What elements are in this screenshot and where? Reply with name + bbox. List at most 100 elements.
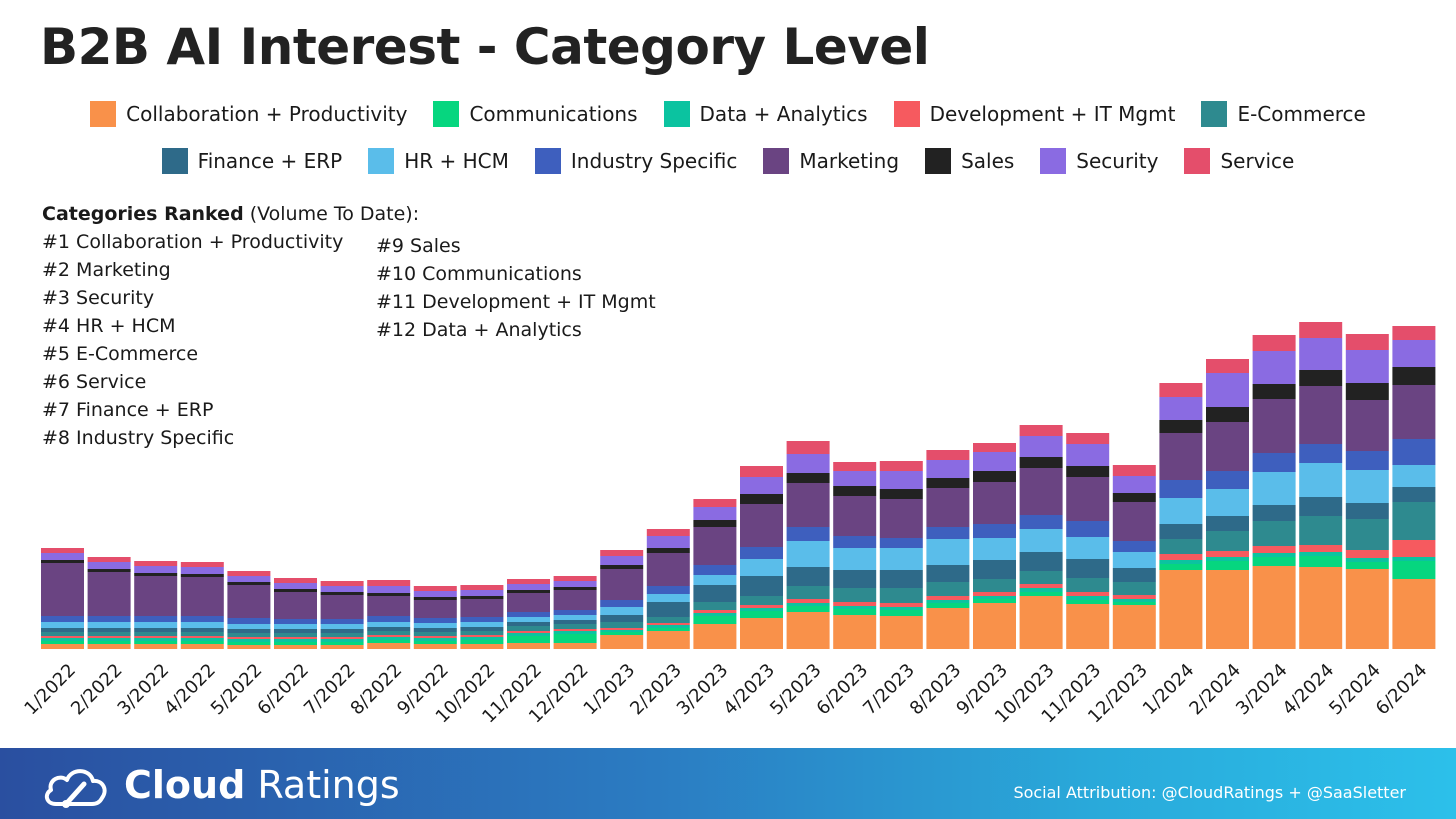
bar-segment — [600, 635, 644, 649]
bar-segment — [693, 613, 737, 616]
bar-segment — [833, 496, 877, 536]
bar-segment — [1299, 444, 1343, 463]
legend-item: Marketing — [763, 148, 899, 174]
bar-segment — [507, 631, 550, 633]
bar-segment — [926, 608, 970, 649]
bar-segment — [646, 617, 690, 623]
bar-segment — [1019, 436, 1063, 457]
bar-segment — [833, 588, 877, 602]
bar-segment — [1159, 560, 1203, 564]
bar-segment — [926, 582, 970, 596]
bar-segment — [879, 471, 923, 489]
bar-segment — [1206, 557, 1249, 561]
bar-segment — [693, 610, 737, 613]
bar-segment — [646, 631, 690, 649]
legend-label: Industry Specific — [570, 149, 738, 173]
legend-swatch — [1184, 148, 1211, 174]
bar-segment — [41, 548, 84, 553]
legend-label: Development + IT Mgmt — [929, 102, 1176, 126]
bar-segment — [646, 586, 690, 594]
bar-segment — [693, 527, 737, 565]
bar-segment — [1299, 338, 1343, 370]
bar-segment — [786, 541, 830, 567]
bar-segment — [1206, 359, 1249, 373]
bar-segment — [926, 450, 970, 460]
bar-segment — [87, 622, 131, 628]
bar-segment — [600, 628, 644, 630]
bar-segment — [973, 471, 1016, 482]
bar-segment — [507, 612, 550, 617]
bar-segment — [879, 461, 923, 471]
bar-segment — [413, 644, 457, 649]
bar-segment — [227, 633, 271, 637]
bar-segment — [413, 618, 457, 623]
bar-segment — [1345, 334, 1389, 350]
bar-segment — [1159, 564, 1203, 570]
bar-segment — [740, 466, 783, 477]
bar-segment — [367, 616, 411, 622]
ranking-item: #7 Finance + ERP — [42, 399, 214, 421]
bar-segment — [1252, 351, 1296, 384]
x-tick-label: 6/2022 — [253, 660, 313, 720]
stacked-bar-chart: 1/20222/20223/20224/20225/20226/20227/20… — [20, 322, 1436, 727]
bar-segment — [1299, 322, 1343, 338]
bar-segment — [41, 632, 84, 636]
bar-segment — [693, 585, 737, 602]
legend-swatch — [534, 148, 561, 174]
bar-segment — [1299, 552, 1343, 556]
bar-segment — [553, 624, 597, 629]
bar-segment — [1159, 539, 1203, 554]
legend-item: E-Commerce — [1201, 101, 1366, 127]
bar-segment — [320, 586, 364, 592]
bar-segment — [1252, 553, 1296, 557]
bar-segment — [1345, 503, 1389, 519]
bar-segment — [1019, 468, 1063, 515]
bar-segment — [1206, 516, 1249, 531]
legend-label: Communications — [469, 102, 638, 126]
bar-segment — [134, 632, 178, 636]
bar-segment — [41, 560, 84, 563]
bar-segment — [833, 615, 877, 649]
bar-segment — [1066, 578, 1110, 592]
bar-segment — [1252, 521, 1296, 546]
ranking-item: #5 E-Commerce — [42, 343, 199, 365]
bar-segment — [87, 641, 131, 644]
legend-label: Security — [1076, 149, 1159, 173]
bar-segment — [879, 489, 923, 499]
legend-item: Security — [1040, 148, 1158, 174]
bar-segment — [87, 557, 131, 562]
bar-segment — [274, 619, 317, 624]
bar-segment — [227, 645, 271, 649]
bar-segment — [1345, 451, 1389, 470]
legend-swatch — [893, 101, 920, 127]
bar-segment — [1299, 516, 1343, 545]
bar-segment — [833, 606, 877, 609]
legend-label: E-Commerce — [1237, 102, 1366, 126]
bar-segment — [1252, 557, 1296, 566]
bar-segment — [879, 610, 923, 616]
bar-segment — [786, 527, 830, 541]
bar-segment — [41, 616, 84, 622]
bar-segment — [600, 630, 644, 632]
bar-segment — [740, 494, 783, 504]
x-tick-label: 4/2024 — [1279, 660, 1339, 720]
x-tick-label: 1/2022 — [20, 660, 80, 720]
bar-segment — [460, 622, 504, 627]
bar-segment — [646, 536, 690, 548]
bar-segment — [180, 562, 224, 567]
bar-segment — [367, 596, 411, 616]
bar-segment — [1112, 541, 1156, 552]
x-tick-label: 7/2022 — [300, 660, 360, 720]
bar-segment — [1019, 588, 1063, 592]
bar-segment — [1066, 521, 1110, 537]
ranking-item: #10 Communications — [376, 263, 582, 285]
bar-segment — [180, 636, 224, 638]
bar-segment — [1299, 556, 1343, 567]
page-title: B2B AI Interest - Category Level — [40, 18, 930, 76]
rankings-heading-rest: (Volume To Date): — [243, 203, 420, 225]
bar-segment — [460, 635, 504, 637]
bar-segment — [1159, 554, 1203, 560]
bar-segment — [786, 612, 830, 649]
bar-segment — [786, 606, 830, 612]
bar-segment — [460, 637, 504, 640]
